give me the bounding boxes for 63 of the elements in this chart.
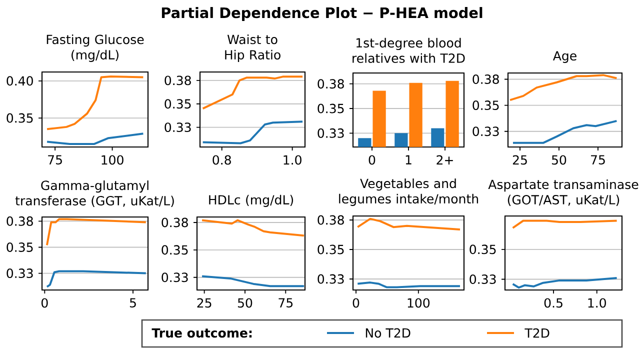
chart-title: HDLc (mg/dL)	[209, 194, 294, 207]
y-tick-label: 0.33	[318, 128, 344, 138]
line-series	[512, 120, 618, 144]
y-tick-label: 0.33	[6, 268, 33, 278]
y-tick-label: 0.33	[318, 274, 344, 284]
y-tick-label: 0.35	[6, 113, 33, 123]
x-tick-label: 25	[197, 298, 212, 308]
y-tick-label: 0.35	[164, 99, 191, 109]
y-tick-label: 0.40	[6, 76, 33, 86]
y-tick-label: 0.38	[6, 216, 33, 226]
x-tick-label: 5	[130, 298, 136, 308]
y-tick-label: 0.33	[472, 126, 499, 136]
line-series	[46, 75, 144, 130]
x-tick-label: 0.8	[212, 155, 231, 165]
line-series	[46, 270, 147, 288]
y-tick-label: 0.38	[162, 218, 188, 228]
chart-title: Aspartate transaminase (GOT/AST, uKat/L)	[488, 179, 638, 206]
x-tick-label: 75	[278, 298, 293, 308]
y-tick-label: 0.38	[318, 79, 344, 89]
chart-title: Vegetables and legumes intake/month	[339, 178, 478, 206]
y-tick-label: 0.33	[164, 122, 191, 132]
x-tick-label: 1	[406, 155, 412, 164]
x-tick-label: 75	[591, 155, 605, 164]
x-tick-label: 0	[368, 155, 376, 165]
y-tick-label: 0.35	[472, 100, 499, 110]
line-series	[201, 219, 306, 237]
legend-label: No T2D	[366, 328, 410, 338]
chart-title: Age	[552, 51, 576, 63]
text: Partial Dependence Plot − P-HEA model	[162, 7, 482, 21]
y-tick-label: 0.38	[164, 76, 191, 86]
line-series	[509, 74, 618, 102]
legend-title: True outcome:	[152, 328, 252, 338]
line-series	[512, 277, 618, 289]
x-tick-label: 50	[238, 298, 252, 308]
y-tick-label: 0.38	[318, 215, 344, 225]
chart-title: Fasting Glucose (mg/dL)	[46, 34, 144, 62]
x-tick-label: 2+	[436, 155, 453, 164]
line-series	[46, 132, 144, 146]
x-tick-label: 1.0	[284, 155, 302, 165]
y-tick-label: 0.35	[470, 244, 496, 254]
x-tick-label: 100	[408, 298, 430, 308]
x-tick-label: 100	[102, 155, 124, 165]
x-tick-label: 50	[552, 155, 566, 165]
chart-title: Gamma-glutamyl transferase (GGT, uKat/L)	[15, 180, 174, 207]
legend-label: T2D	[524, 328, 550, 338]
x-tick-label: 25	[512, 155, 527, 165]
line-series	[356, 218, 461, 230]
line-series	[202, 120, 304, 144]
y-tick-label: 0.38	[472, 74, 499, 84]
chart-title: Waist to Hip Ratio	[225, 34, 280, 62]
x-tick-label: 75	[48, 155, 62, 164]
y-tick-label: 0.35	[318, 104, 344, 114]
x-tick-label: 0.5	[544, 298, 562, 308]
line-series	[202, 76, 304, 110]
x-tick-label: 1.0	[588, 298, 606, 308]
y-tick-label: 0.35	[6, 242, 33, 252]
chart-title: 1st-degree blood relatives with T2D	[352, 38, 465, 63]
y-tick-label: 0.33	[162, 272, 188, 282]
y-tick-label: 0.35	[162, 245, 188, 255]
x-tick-label: 0	[352, 298, 360, 308]
x-tick-label: 0	[41, 298, 48, 308]
y-tick-label: 0.35	[318, 244, 344, 254]
y-tick-label: 0.33	[470, 274, 496, 284]
